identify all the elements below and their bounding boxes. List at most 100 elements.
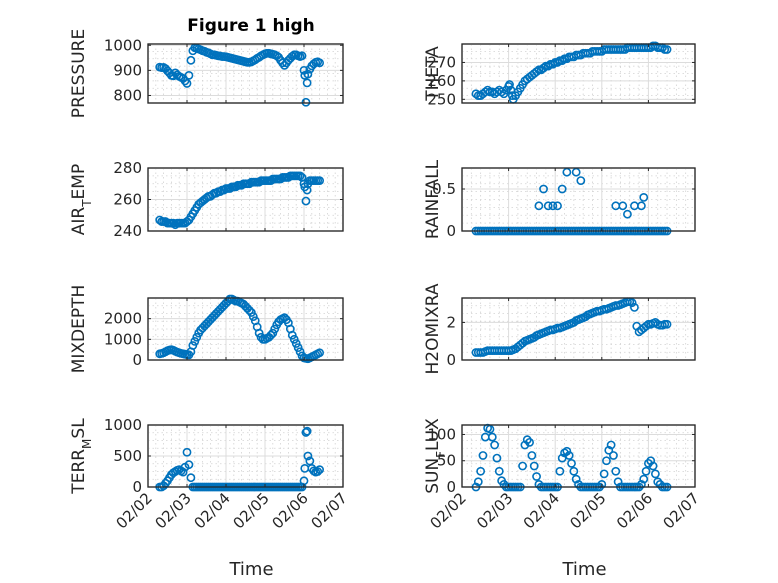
series-h2omixra bbox=[471, 297, 672, 357]
data-point bbox=[186, 55, 196, 65]
data-point bbox=[478, 451, 488, 460]
data-point bbox=[315, 465, 324, 475]
data-point bbox=[295, 347, 305, 357]
data-point bbox=[315, 58, 324, 68]
data-point bbox=[313, 467, 323, 476]
y-axis-label-5: H2OMIXRA bbox=[423, 283, 443, 374]
y-tick-label: 2000 bbox=[104, 310, 142, 328]
data-point bbox=[611, 466, 621, 476]
data-point bbox=[567, 458, 576, 468]
data-point bbox=[184, 70, 194, 80]
data-point bbox=[303, 451, 313, 461]
data-point bbox=[244, 305, 254, 315]
data-point bbox=[315, 176, 324, 185]
data-point bbox=[539, 63, 548, 73]
data-point bbox=[182, 79, 192, 88]
y-tick-label: 260 bbox=[113, 191, 142, 209]
data-point bbox=[473, 477, 483, 487]
y-tick-label: 0 bbox=[446, 222, 456, 240]
data-point bbox=[525, 437, 534, 447]
data-point bbox=[186, 473, 196, 483]
subplot-airtemp: 240 260 280 AIRTEMP bbox=[69, 159, 344, 240]
series-airtemp bbox=[155, 171, 324, 230]
data-point bbox=[293, 343, 303, 352]
y-tick-label: 100 bbox=[427, 425, 456, 443]
data-point bbox=[599, 469, 609, 479]
data-point bbox=[543, 61, 553, 71]
axes-frame bbox=[147, 43, 344, 104]
data-point bbox=[190, 336, 200, 346]
data-point bbox=[529, 461, 539, 471]
data-point bbox=[246, 308, 256, 317]
data-point bbox=[490, 440, 500, 450]
series-mixdepth bbox=[155, 294, 324, 364]
data-point bbox=[303, 69, 313, 79]
y-tick-label: 0 bbox=[446, 478, 456, 496]
y-axis-label-2: AIRTEMP bbox=[69, 164, 94, 235]
data-point bbox=[301, 196, 311, 206]
y-tick-label: 2 bbox=[446, 313, 456, 331]
y-tick-label: 250 bbox=[427, 90, 456, 108]
data-point bbox=[639, 474, 649, 484]
y-tick-label: 0 bbox=[132, 351, 142, 369]
data-point bbox=[555, 466, 565, 476]
axes-frame bbox=[461, 43, 696, 104]
y-tick-label: 1000 bbox=[104, 330, 142, 348]
data-point bbox=[301, 428, 311, 437]
data-point bbox=[557, 56, 567, 65]
axes-frame bbox=[461, 424, 696, 488]
data-point bbox=[505, 80, 514, 89]
data-point bbox=[613, 477, 623, 487]
data-point bbox=[182, 447, 192, 457]
y-tick-label: 500 bbox=[113, 447, 142, 465]
y-tick-label: 280 bbox=[113, 159, 142, 177]
axes-frame bbox=[147, 297, 344, 361]
data-point bbox=[301, 97, 311, 107]
axes-frame bbox=[461, 297, 696, 361]
data-point bbox=[557, 184, 567, 194]
data-point bbox=[248, 312, 258, 321]
data-point bbox=[548, 59, 558, 69]
y-tick-label: 0 bbox=[446, 351, 456, 369]
data-point bbox=[623, 209, 632, 219]
data-point bbox=[483, 85, 493, 95]
y-axis-label-1: THETA bbox=[423, 46, 443, 102]
data-point bbox=[485, 424, 495, 434]
data-point bbox=[606, 440, 616, 450]
data-point bbox=[266, 330, 276, 340]
data-point bbox=[630, 302, 639, 312]
data-point bbox=[527, 451, 537, 460]
y-tick-label: 1000 bbox=[104, 416, 142, 434]
y-tick-label: 240 bbox=[113, 222, 142, 240]
data-point bbox=[476, 466, 486, 476]
data-point bbox=[650, 469, 660, 479]
data-point bbox=[548, 201, 558, 211]
data-point bbox=[571, 474, 581, 484]
y-axis-label-6: TERRMSL bbox=[69, 418, 94, 495]
y-tick-label: 260 bbox=[427, 72, 456, 90]
data-point bbox=[597, 479, 607, 489]
data-point bbox=[178, 467, 188, 477]
data-point bbox=[532, 472, 541, 481]
data-point bbox=[602, 456, 611, 466]
data-point bbox=[289, 334, 299, 344]
data-point bbox=[662, 319, 672, 329]
data-point bbox=[569, 466, 579, 476]
data-point bbox=[662, 45, 672, 54]
subplot-pressure: 800 900 1000 PRESSURE bbox=[69, 29, 344, 118]
y-tick-label: 0.5 bbox=[432, 180, 456, 198]
data-point bbox=[627, 298, 637, 308]
data-point bbox=[287, 330, 297, 340]
data-point bbox=[576, 176, 586, 185]
data-point bbox=[539, 184, 548, 194]
data-point bbox=[487, 432, 497, 442]
data-point bbox=[641, 466, 651, 476]
data-point bbox=[564, 451, 574, 460]
y-axis-label-4: MIXDEPTH bbox=[69, 285, 89, 374]
data-point bbox=[297, 51, 307, 61]
data-point bbox=[604, 445, 614, 455]
data-point bbox=[553, 201, 562, 211]
